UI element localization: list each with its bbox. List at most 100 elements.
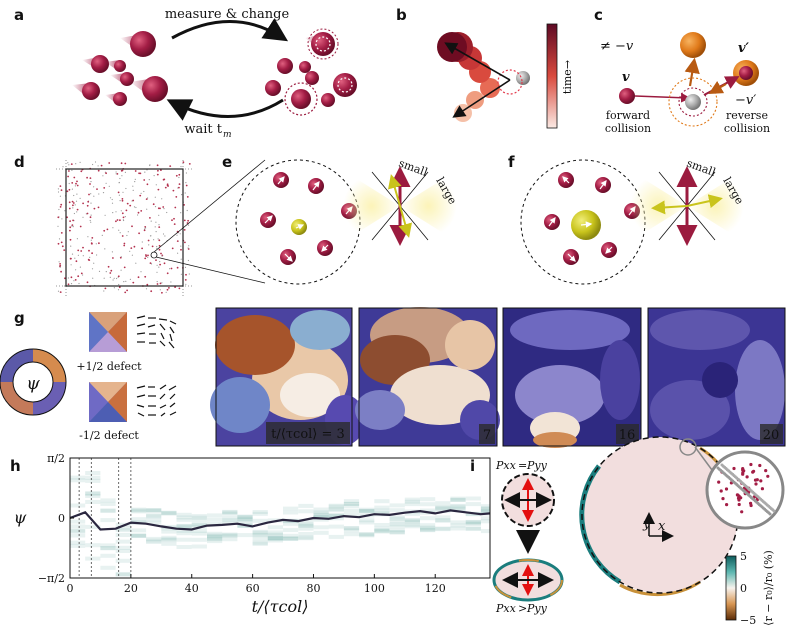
defect-plus: +1/2 defect [76,312,177,373]
top-pyy: Pyy [526,459,548,472]
chart-x-label: t/⟨τcol⟩ [252,597,309,616]
band-cell [328,534,344,539]
particle-dot [76,180,78,183]
band-cell [207,536,223,541]
band-cell [100,565,116,570]
particle-dot [90,193,92,195]
zoom-particles [716,462,776,516]
band-cell [176,525,192,530]
particle-dot [141,241,143,243]
band-cell [480,509,490,514]
band-cell [100,518,116,523]
particle-dot [174,206,177,209]
particle-dot [79,161,81,163]
particle-dot [102,192,105,194]
band-cell [100,546,116,551]
particle-dot [166,211,168,214]
particle-dot [59,266,61,268]
particle-dot [98,193,100,195]
band-cell [420,497,436,502]
particle-dot [112,227,114,229]
zoom-particle [717,480,721,484]
zoom-particle [745,475,749,479]
cbar-tick-mid: 0 [740,582,747,595]
band-cell [465,496,481,501]
frame-label-1: t/⟨τcol⟩ = 3 [271,427,345,442]
particle-dot [179,233,181,235]
particle-dot [63,249,66,252]
particle-dot [125,187,127,190]
band-cell [450,504,466,509]
band-cell [191,522,207,527]
particle-dot [144,257,147,260]
particle-dot [86,204,89,207]
particle-dot [67,162,69,164]
band-cell [465,519,481,524]
particle-dot [143,179,146,181]
band-cell [359,533,375,538]
particle-dot [123,219,125,222]
band-cell [85,478,101,483]
zoom-particle [741,467,745,471]
band-cell [298,532,314,536]
particle-dot [133,245,136,248]
band-cell [420,502,436,507]
particle-dot [184,192,186,194]
band-cell [465,526,481,531]
particle-dot [86,176,88,179]
particle-dot [163,178,166,181]
particle-dot [125,280,127,282]
particle-dot [165,291,167,293]
particle-dot [75,200,78,202]
particle-dot [155,259,157,261]
band-cell [267,538,283,543]
particle-dot [78,282,80,285]
particle-dot [145,227,147,229]
particle-dot [77,275,80,278]
band-cell [328,513,344,518]
particle-dot [157,169,159,172]
band-cell [435,501,451,506]
v-label: v [622,70,630,85]
band-cell [191,522,207,527]
particle-dot [59,291,62,293]
radius-colorbar [725,555,737,621]
particle-dot [57,242,60,245]
particle-dot [126,202,129,205]
particle-dot [129,278,131,280]
particle-dot [187,247,189,249]
particle-dot [77,249,80,252]
particle-dot [118,283,120,286]
particle-dot [71,169,73,171]
particle-dot [149,217,151,219]
band-cell [130,507,147,512]
band-cell [328,513,344,518]
band-cell [343,501,360,506]
particle-dot [158,226,161,229]
particle-dot [61,218,63,220]
band-cell [389,530,405,535]
particle-dot [140,271,142,273]
particle-dot [66,190,69,193]
particle-dot [74,279,77,281]
particle-dot [147,197,149,199]
panel-label-h: h [10,457,21,475]
band-cell [450,503,466,508]
particle-dot [106,228,109,231]
particle-dot [75,182,77,185]
particle-dot [82,216,84,218]
particle-dot [135,262,137,264]
particle-dot [108,162,111,164]
particle-dot [184,279,187,281]
particle-dot [185,184,188,187]
band-cell [374,529,390,534]
particle-dot [93,186,95,188]
band-cell [115,545,131,550]
particle-dot [167,185,170,187]
zoom-particle [751,470,755,474]
particle-dot [159,263,162,266]
particle-dot [158,224,160,226]
band-cell [70,543,86,548]
band-cell [176,528,192,533]
band-cell [450,497,466,502]
